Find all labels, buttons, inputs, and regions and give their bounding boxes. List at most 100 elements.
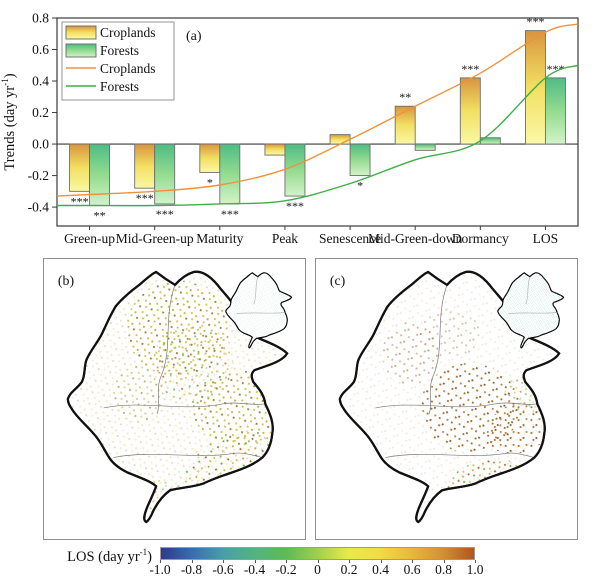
- colorbar-tick-mark: [349, 560, 350, 563]
- colorbar-tick-mark: [443, 560, 445, 563]
- legend-label: Forests: [100, 43, 139, 58]
- significance-stars: ***: [546, 62, 564, 76]
- bar-forests-mid-green-up: [154, 143, 176, 205]
- colorbar-tick-label: 0.4: [372, 562, 389, 577]
- significance-stars: **: [399, 90, 411, 104]
- legend-swatch-forests: [65, 43, 97, 58]
- colorbar-tick-label: -0.8: [180, 562, 203, 577]
- x-tick-label: Mid-Green-down: [368, 231, 463, 246]
- map-b: (b): [58, 270, 293, 524]
- bar-forests-los: [544, 77, 566, 145]
- x-tick-label: Mid-Green-up: [116, 231, 194, 246]
- inset-province-boundaries: [508, 276, 558, 314]
- colorbar-tick-mark: [254, 560, 256, 563]
- colorbar-tick-label: -0.2: [275, 562, 297, 577]
- colorbar-tick-label: 0.2: [340, 562, 358, 577]
- bar-forests-mid-green-down: [414, 143, 436, 151]
- panel-a-label: (a): [186, 29, 202, 44]
- bar-croplands-senescence: [329, 134, 351, 145]
- legend-swatch-croplands: [65, 25, 97, 40]
- maps-row: (b): [43, 258, 600, 540]
- colorbar-tick-mark: [412, 560, 413, 563]
- province-boundaries: [375, 284, 538, 458]
- speckle-blob: [485, 401, 554, 454]
- colorbar-tick-label: -1.0: [149, 562, 171, 577]
- significance-stars: **: [94, 209, 106, 223]
- map-panel-b: (b): [43, 258, 306, 540]
- significance-stars: ***: [136, 191, 154, 205]
- significance-stars: ***: [286, 199, 304, 213]
- significance-stars: *: [357, 179, 363, 193]
- bars-forests: ** *** **********: [89, 62, 566, 223]
- colorbar-tick-mark: [160, 560, 161, 563]
- inset-province-boundaries: [236, 276, 286, 314]
- colorbar-tick-label: -0.6: [212, 562, 234, 577]
- y-tick-label: 0.6: [32, 42, 49, 57]
- phenology-trends-chart: 0.8 0.6 0.4 0.2 0.0 -0.2 -0.4 Trends (day yr-1)…: [0, 11, 579, 246]
- y-axis-title: Trends (day yr-1): [0, 73, 18, 170]
- colorbar-tick-mark: [286, 560, 287, 563]
- legend-label: Croplands: [100, 61, 156, 76]
- colorbar-tick-label: 0.8: [435, 562, 452, 577]
- speckle-blob: [113, 363, 164, 423]
- legend-label: Forests: [100, 79, 139, 94]
- speckle-blob: [420, 308, 480, 359]
- colorbar-tick-label: 0.6: [403, 562, 421, 577]
- colorbar-row: LOS (day yr-1) -1.0 -0.8 -0.6 -0.4 -0.2 0 0.2 0…: [0, 547, 600, 580]
- province-boundaries: [103, 284, 266, 458]
- bar-forests-senescence: [349, 143, 371, 177]
- bar-croplands-mid-green-up: [134, 143, 156, 189]
- y-tick-label: -0.4: [28, 200, 50, 215]
- significance-stars: *: [207, 175, 213, 189]
- colorbar-label-text: LOS (day yr: [67, 548, 140, 565]
- colorbar-label-suffix: ): [147, 548, 152, 565]
- colorbar: -1.0 -0.8 -0.6 -0.4 -0.2 0 0.2 0.4 0.6 0.8 1.0: [149, 547, 483, 580]
- bar-croplands-peak: [264, 143, 286, 156]
- x-tick-label: Green-up: [64, 231, 115, 246]
- y-axis: 0.8 0.6 0.4 0.2 0.0 -0.2 -0.4 Trends (day yr-1): [0, 11, 57, 215]
- panel-c-label: (c): [330, 274, 346, 289]
- x-tick-label: Senescence: [319, 231, 381, 246]
- legend-label: Croplands: [100, 25, 156, 40]
- colorbar-tick-mark: [475, 560, 476, 563]
- significance-stars: ***: [71, 194, 89, 208]
- colorbar-gradient: [160, 547, 475, 560]
- x-tick-label: Peak: [272, 231, 298, 246]
- plot-border: [56, 17, 579, 227]
- significance-stars: ***: [221, 207, 239, 221]
- bar-forests-green-up: [89, 143, 111, 206]
- y-tick-label: -0.2: [28, 168, 49, 183]
- map-c: (c): [330, 270, 565, 524]
- colorbar-ticks: -1.0 -0.8 -0.6 -0.4 -0.2 0 0.2 0.4 0.6 0.8 1.0: [149, 560, 483, 580]
- colorbar-tick-mark: [223, 560, 224, 563]
- significance-stars: ***: [156, 207, 174, 221]
- bar-croplands-dormancy: [459, 77, 481, 145]
- map-panel-c: (c): [315, 258, 578, 540]
- colorbar-label-sup: -1: [139, 547, 148, 557]
- speckle-blob: [504, 373, 555, 413]
- legend: Croplands Forests Croplands Forests: [61, 21, 175, 101]
- bar-forests-maturity: [219, 143, 241, 205]
- panel-b-label: (b): [58, 274, 75, 289]
- y-tick-label: 0.4: [32, 74, 49, 89]
- trend-line-croplands: [56, 23, 579, 197]
- colorbar-tick-label: -0.4: [243, 562, 266, 577]
- bar-forests-peak: [284, 143, 306, 197]
- bar-croplands-maturity: [199, 143, 221, 173]
- y-tick-label: 0.0: [32, 137, 49, 152]
- x-tick-label: Maturity: [196, 231, 243, 246]
- colorbar-tick-label: 1.0: [466, 562, 484, 577]
- x-axis: Green-up Mid-Green-up Maturity Peak Senescen…: [64, 226, 558, 246]
- colorbar-label: LOS (day yr-1): [0, 547, 160, 566]
- significance-stars: ***: [526, 15, 544, 29]
- bars-croplands: *** ************: [69, 15, 546, 208]
- colorbar-tick-label: 0: [314, 562, 321, 577]
- colorbar-tick-mark: [191, 560, 193, 563]
- y-tick-label: 0.8: [32, 11, 49, 26]
- y-tick-label: 0.2: [32, 105, 49, 120]
- x-tick-label: Dormancy: [452, 231, 509, 246]
- bar-croplands-green-up: [69, 143, 91, 192]
- colorbar-tick-mark: [317, 560, 319, 563]
- colorbar-tick-mark: [380, 560, 382, 563]
